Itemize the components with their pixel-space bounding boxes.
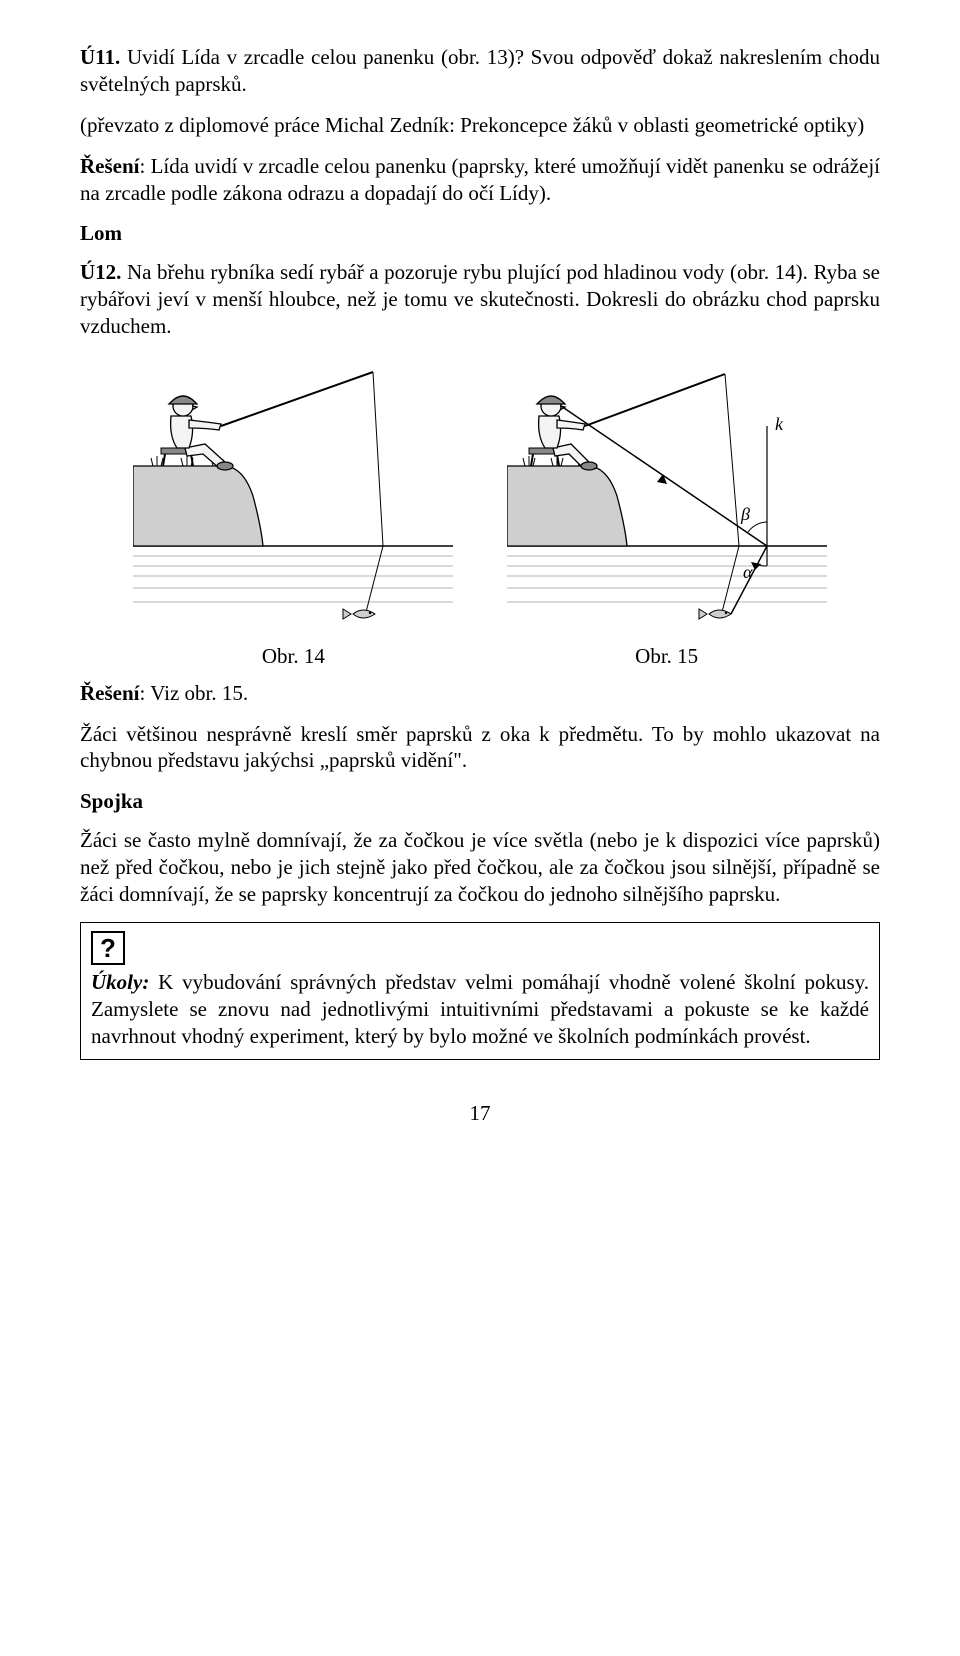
source-note: (převzato z diplomové práce Michal Zední… [80,112,880,139]
solution-2: Řešení: Viz obr. 15. [80,680,880,707]
exercise-11-text: Uvidí Lída v zrcadle celou panenku (obr.… [80,45,880,96]
solution-2-text: : Viz obr. 15. [140,681,249,705]
caption-obr14: Obr. 14 [133,643,453,670]
exercise-12-text: Na břehu rybníka sedí rybář a pozoruje r… [80,260,880,338]
ukoly-box: ? Úkoly: K vybudování správných představ… [80,922,880,1061]
captions-row: Obr. 14 Obr. 15 [80,643,880,670]
figure-14-svg [133,366,453,626]
solution-1-label: Řešení [80,154,140,178]
solution-1: Řešení: Lída uvidí v zrcadle celou panen… [80,153,880,207]
lom-heading: Lom [80,220,880,247]
ukoly-text: K vybudování správných představ velmi po… [91,970,869,1048]
spojka-text: Žáci se často mylně domnívají, že za čoč… [80,827,880,908]
exercise-11-label: Ú11. [80,45,120,69]
exercise-12-label: Ú12. [80,260,121,284]
solution-1-text: : Lída uvidí v zrcadle celou panenku (pa… [80,154,880,205]
solution-2-label: Řešení [80,681,140,705]
label-alpha: α [743,562,753,582]
label-beta: β [740,504,750,524]
label-k: k [775,414,784,434]
exercise-11: Ú11. Uvidí Lída v zrcadle celou panenku … [80,44,880,98]
caption-obr15: Obr. 15 [507,643,827,670]
figures-row: k β α [80,366,880,633]
ukoly-label: Úkoly: [91,970,149,994]
ukoly-body: Úkoly: K vybudování správných představ v… [91,969,869,1050]
exercise-12: Ú12. Na břehu rybníka sedí rybář a pozor… [80,259,880,340]
spojka-heading: Spojka [80,788,880,815]
misconception-note: Žáci většinou nesprávně kreslí směr papr… [80,721,880,775]
figure-15-svg: k β α [507,366,827,626]
figure-14 [133,366,453,633]
figure-15: k β α [507,366,827,633]
question-icon: ? [91,931,125,965]
page-number: 17 [80,1100,880,1127]
